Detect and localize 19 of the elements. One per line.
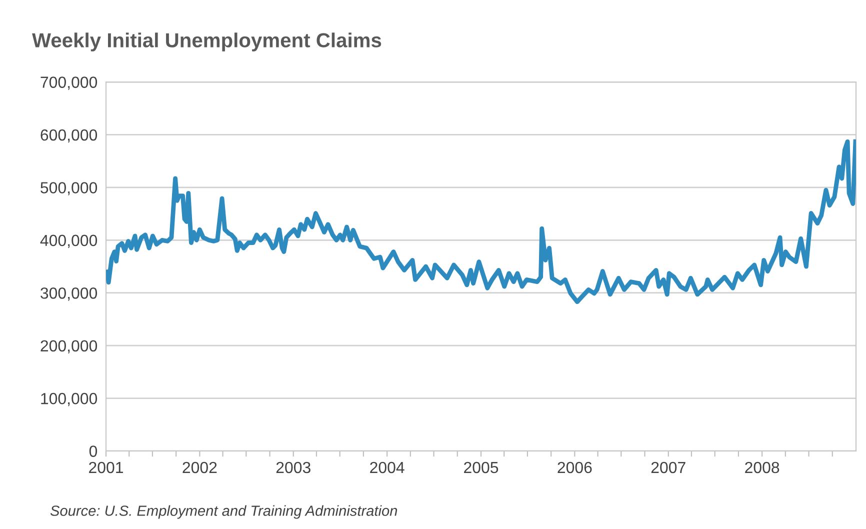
y-tick-label: 0 xyxy=(89,446,98,457)
y-tick-label: 500,000 xyxy=(40,182,98,196)
y-tick-label: 700,000 xyxy=(40,76,98,90)
chart-title: Weekly Initial Unemployment Claims xyxy=(32,32,382,52)
x-tick-label: 2004 xyxy=(370,462,404,474)
x-tick-label: 2005 xyxy=(464,462,498,474)
x-tick-label: 2001 xyxy=(89,462,123,474)
x-tick-label: 2007 xyxy=(651,462,686,474)
x-tick-label: 2003 xyxy=(276,462,310,474)
y-tick-label: 100,000 xyxy=(41,392,98,406)
x-tick-label: 2008 xyxy=(745,462,780,474)
y-tick-label: 200,000 xyxy=(40,340,98,354)
x-tick-label: 2002 xyxy=(182,462,217,474)
y-tick-label: 300,000 xyxy=(40,287,98,301)
x-tick-label: 2006 xyxy=(558,462,592,474)
line-series xyxy=(106,139,856,304)
source-note: Source: U.S. Employment and Training Administration xyxy=(50,505,398,519)
y-tick-label: 600,000 xyxy=(40,129,98,143)
y-tick-label: 400,000 xyxy=(40,234,98,248)
